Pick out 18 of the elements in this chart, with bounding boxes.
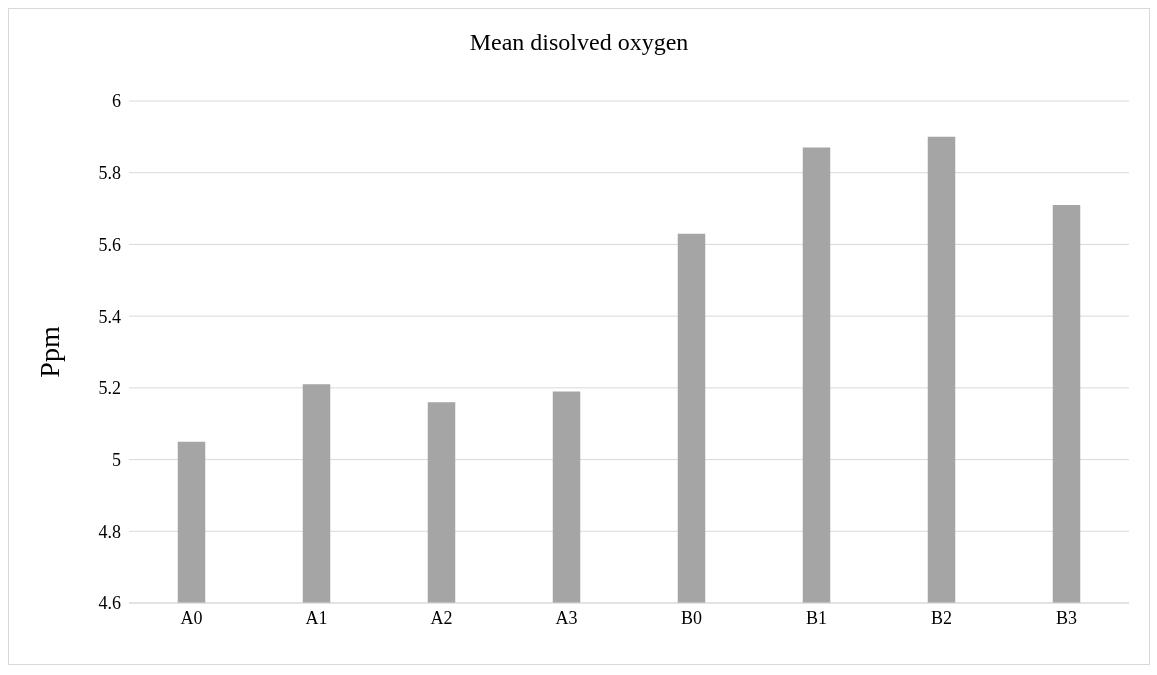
y-tick-label: 5.4 [98,306,121,327]
y-tick-label: 5.8 [98,163,121,184]
x-tick-label: A0 [180,607,203,628]
y-tick-label: 6 [112,91,121,112]
y-tick-label: 5.6 [98,234,121,255]
x-tick-label: A1 [305,607,328,628]
y-tick-label: 5.2 [98,378,121,399]
y-tick-label: 5 [112,449,121,470]
x-tick-label: A3 [555,607,578,628]
y-tick-label: 4.6 [98,593,121,614]
x-tick-label: B2 [930,607,953,628]
x-tick-label: B1 [805,607,828,628]
y-tick-label: 4.8 [98,521,121,542]
x-tick-label: A2 [430,607,453,628]
x-tick-label: B3 [1055,607,1078,628]
y-axis-title: Ppm [33,326,65,378]
chart-title: Mean disolved oxygen [468,29,690,56]
x-tick-label: B0 [680,607,703,628]
